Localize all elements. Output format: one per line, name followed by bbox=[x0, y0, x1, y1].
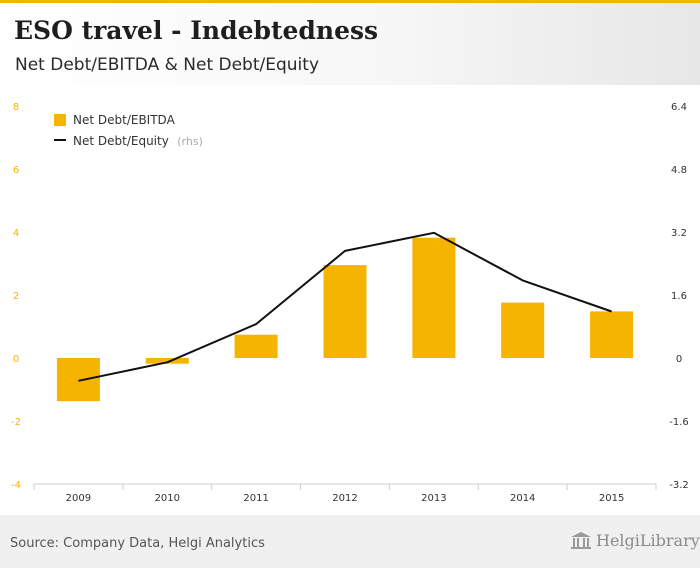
page-title: ESO travel - Indebtedness bbox=[14, 16, 379, 45]
right-tick-label: 1.6 bbox=[671, 291, 687, 302]
left-tick-label: 6 bbox=[13, 165, 19, 176]
legend-label-bar: Net Debt/EBITDA bbox=[73, 113, 176, 127]
axes-group: 2009 2010 2011 2012 2013 2014 2015 -4 -2 0 2 4 6 8 -3.… bbox=[11, 102, 689, 504]
brand-logo[interactable]: HelgiLibrary bbox=[570, 531, 700, 550]
left-tick-label: 4 bbox=[13, 228, 19, 239]
x-tick-label-2009: 2009 bbox=[66, 493, 91, 504]
bars-group bbox=[56, 237, 634, 402]
legend-rhs-note: (rhs) bbox=[177, 135, 203, 148]
right-tick-label: -1.6 bbox=[669, 417, 689, 428]
x-tick-label-2012: 2012 bbox=[332, 493, 357, 504]
legend-swatch-bar bbox=[54, 114, 66, 126]
left-tick-label: 2 bbox=[13, 291, 19, 302]
brand-name: HelgiLibrary bbox=[596, 531, 700, 550]
accent-bar bbox=[0, 0, 700, 3]
header: ESO travel - Indebtedness Net Debt/EBITD… bbox=[0, 3, 700, 85]
bar-2015 bbox=[590, 311, 634, 358]
x-tick-label-2015: 2015 bbox=[599, 493, 624, 504]
bar-2011 bbox=[234, 334, 278, 358]
legend-label-line: Net Debt/Equity bbox=[73, 134, 169, 148]
bar-2012 bbox=[323, 265, 367, 358]
right-tick-label: 4.8 bbox=[671, 165, 687, 176]
source-note: Source: Company Data, Helgi Analytics bbox=[10, 536, 265, 551]
legend-label-line-group: Net Debt/Equity (rhs) bbox=[73, 132, 203, 149]
left-tick-label: -4 bbox=[11, 480, 21, 491]
x-tick-label-2010: 2010 bbox=[155, 493, 180, 504]
bar-2014 bbox=[501, 302, 545, 358]
right-tick-label: 6.4 bbox=[671, 102, 687, 113]
page-subtitle: Net Debt/EBITDA & Net Debt/Equity bbox=[15, 55, 319, 75]
left-tick-label: 0 bbox=[13, 354, 19, 365]
right-tick-label: 3.2 bbox=[671, 228, 687, 239]
library-building-icon bbox=[571, 531, 591, 549]
line-group bbox=[78, 231, 612, 382]
chart-area: 2009 2010 2011 2012 2013 2014 2015 -4 -2 0 2 4 6 8 -3.… bbox=[0, 85, 700, 515]
right-tick-label: -3.2 bbox=[669, 480, 689, 491]
x-tick-label-2011: 2011 bbox=[243, 493, 268, 504]
left-tick-label: 8 bbox=[13, 102, 19, 113]
legend: Net Debt/EBITDA Net Debt/Equity (rhs) bbox=[54, 113, 203, 149]
chart: 2009 2010 2011 2012 2013 2014 2015 -4 -2 0 2 4 6 8 -3.… bbox=[11, 102, 689, 504]
bar-2010 bbox=[145, 358, 189, 364]
bar-2013 bbox=[412, 237, 456, 358]
left-tick-label: -2 bbox=[11, 417, 21, 428]
right-tick-label: 0 bbox=[676, 354, 682, 365]
bar-2009 bbox=[56, 358, 100, 402]
x-tick-label-2013: 2013 bbox=[421, 493, 446, 504]
x-tick-label-2014: 2014 bbox=[510, 493, 535, 504]
